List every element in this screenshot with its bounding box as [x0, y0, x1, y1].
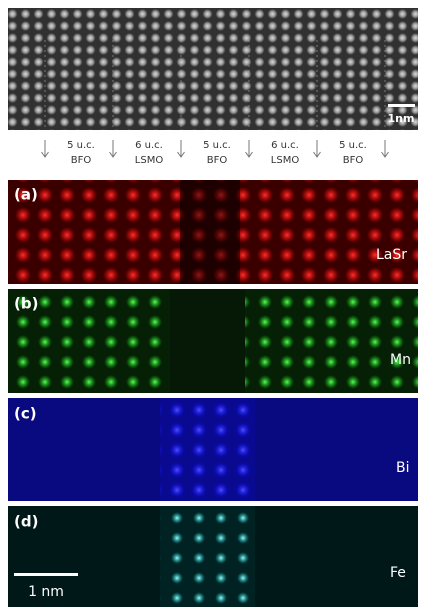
- element-label: Fe: [390, 565, 406, 581]
- panel-label: (c): [14, 405, 37, 423]
- panel-label: (a): [14, 186, 38, 204]
- element-label: LaSr: [376, 247, 407, 263]
- scale-bar: [388, 104, 415, 107]
- figure: 1nm 5 u.c. BFO 6 u.c. LSMO 5 u.c. BFO 6 u.c. LS…: [0, 0, 421, 607]
- map-shade: [170, 289, 245, 393]
- map-image: [160, 506, 255, 607]
- image-shade: [8, 8, 418, 130]
- layer-thickness: 5 u.c.: [339, 140, 367, 151]
- layer-material: BFO: [207, 155, 228, 166]
- element-label: Mn: [390, 352, 411, 368]
- layer-thickness: 6 u.c.: [135, 140, 163, 151]
- layer-material: BFO: [71, 155, 92, 166]
- layer-material: BFO: [343, 155, 364, 166]
- layer-thickness: 5 u.c.: [67, 140, 95, 151]
- map-image: [160, 398, 255, 501]
- scale-bar-label: 1nm: [388, 112, 415, 125]
- panel-c: (c) Bi: [8, 398, 418, 501]
- scale-bar: [14, 573, 78, 576]
- panel-label: (d): [14, 513, 38, 531]
- panel-b: (b) Mn: [8, 289, 418, 393]
- layer-material: LSMO: [135, 155, 164, 166]
- panel-a: (a) LaSr: [8, 180, 418, 284]
- panel-d: (d) Fe 1 nm: [8, 506, 418, 607]
- layer-material: LSMO: [271, 155, 300, 166]
- layer-thickness: 5 u.c.: [203, 140, 231, 151]
- map-shade: [180, 180, 240, 284]
- element-label: Bi: [396, 460, 410, 476]
- scale-bar-label: 1 nm: [28, 584, 64, 600]
- layer-thickness: 6 u.c.: [271, 140, 299, 151]
- panel-label: (b): [14, 295, 38, 313]
